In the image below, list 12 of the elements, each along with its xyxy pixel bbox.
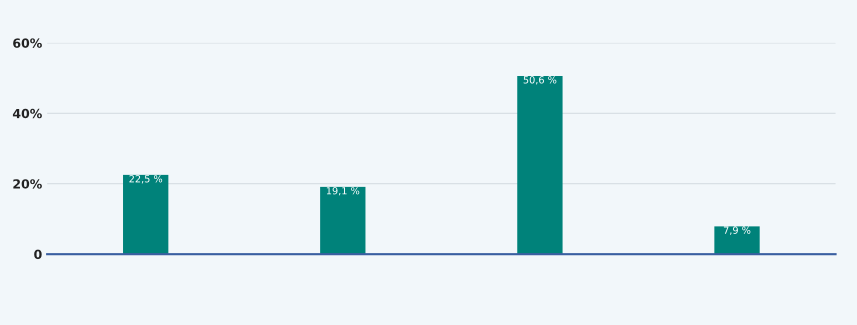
y-tick-label: 20% [13, 179, 42, 189]
bar [517, 76, 563, 254]
data-label: 19,1 % [326, 187, 360, 196]
y-tick-label: 40% [12, 108, 42, 118]
y-tick-label: 60% [13, 38, 42, 48]
data-label: 22,5 % [129, 175, 162, 184]
data-label: 7,9 % [724, 226, 750, 235]
y-tick-label: 0 [34, 250, 42, 260]
bar [320, 186, 366, 254]
bar [714, 226, 760, 254]
data-label: 50,6 % [524, 76, 556, 85]
bar [123, 174, 168, 254]
